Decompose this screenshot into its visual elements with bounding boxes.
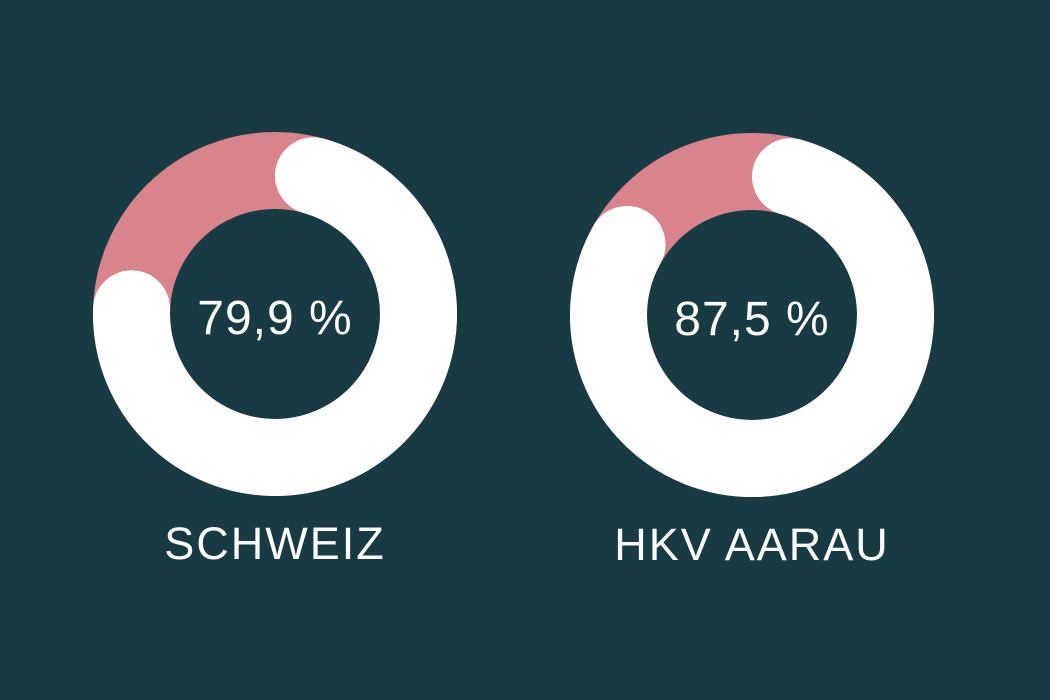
donut-value-arc xyxy=(570,138,934,497)
donut-center-value: 87,5 % xyxy=(674,292,830,346)
donut-chart-svg xyxy=(570,133,934,497)
donut-value-arc xyxy=(93,137,457,496)
donut-block-left: 79,9 % SCHWEIZ xyxy=(93,132,457,570)
donut-block-right: 87,5 % HKV AARAU xyxy=(570,133,934,571)
donut-chart: 87,5 % xyxy=(570,133,934,497)
donut-title: SCHWEIZ xyxy=(164,518,386,569)
donut-center-value: 79,9 % xyxy=(197,291,353,345)
donut-chart-svg xyxy=(93,132,457,496)
donut-chart: 79,9 % xyxy=(93,132,457,496)
donut-title: HKV AARAU xyxy=(614,519,890,570)
